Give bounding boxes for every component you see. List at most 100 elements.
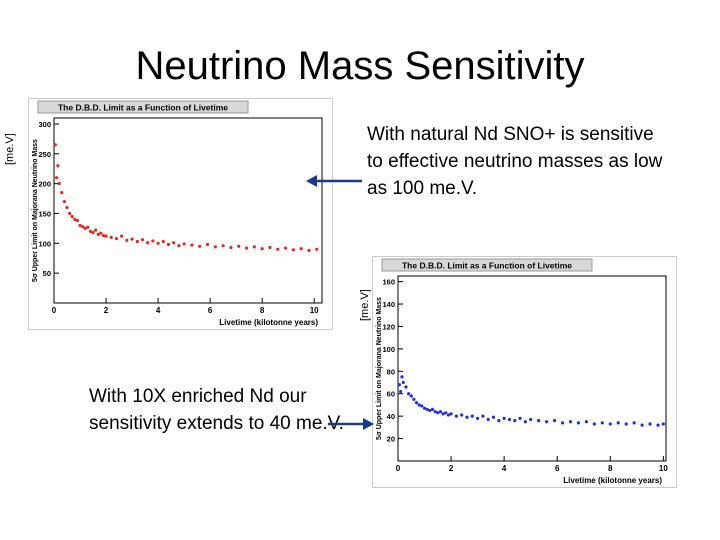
data-point xyxy=(268,245,272,250)
data-point xyxy=(151,239,155,243)
data-point xyxy=(422,406,427,410)
arrow-right-icon xyxy=(328,418,374,430)
data-point xyxy=(96,232,100,236)
data-point xyxy=(260,247,264,251)
data-point xyxy=(412,397,416,401)
data-point xyxy=(420,404,424,408)
y-tick-label: 60 xyxy=(387,390,395,399)
y-tick-label: 160 xyxy=(382,278,395,287)
data-point xyxy=(60,190,64,195)
data-point xyxy=(481,414,485,418)
data-point xyxy=(438,410,443,414)
data-point xyxy=(470,414,474,418)
data-point xyxy=(109,235,113,239)
data-point xyxy=(497,419,501,423)
data-point xyxy=(315,247,319,251)
data-point xyxy=(476,416,480,420)
data-point xyxy=(436,411,440,415)
data-point xyxy=(166,242,171,247)
data-point xyxy=(88,229,93,233)
data-point xyxy=(70,214,74,219)
scatter-plot-natural: The D.B.D. Limit as a Function of Liveti… xyxy=(28,98,333,330)
data-point xyxy=(229,245,233,250)
data-point xyxy=(648,422,652,426)
data-point xyxy=(584,420,588,424)
data-point xyxy=(518,416,522,420)
data-point xyxy=(608,422,612,426)
data-point xyxy=(91,230,95,235)
data-point xyxy=(104,234,108,238)
y-tick-label: 120 xyxy=(382,322,395,331)
data-point xyxy=(537,419,541,423)
x-tick-label: 10 xyxy=(659,464,668,473)
data-point xyxy=(407,392,411,396)
data-point xyxy=(299,247,303,251)
data-point xyxy=(544,420,549,424)
plot-area xyxy=(53,117,323,304)
data-point xyxy=(83,226,87,231)
x-axis-label: Livetime (kilotonne years) xyxy=(563,476,662,485)
data-point xyxy=(146,241,150,245)
data-point xyxy=(428,408,432,413)
data-point xyxy=(640,423,644,427)
y-tick-label: 150 xyxy=(38,209,51,218)
x-tick-label: 2 xyxy=(449,464,454,473)
data-point xyxy=(244,246,249,250)
y-tick-label: 20 xyxy=(387,435,395,444)
data-point xyxy=(592,422,596,426)
y-tick-label: 250 xyxy=(38,150,51,159)
data-point xyxy=(624,422,628,426)
data-point xyxy=(661,422,665,426)
data-point xyxy=(513,419,517,423)
data-point xyxy=(433,410,437,414)
data-point xyxy=(53,143,57,147)
data-point xyxy=(417,403,421,407)
data-point xyxy=(401,380,405,385)
x-tick-label: 0 xyxy=(396,464,401,473)
x-tick-label: 6 xyxy=(555,464,560,473)
data-point xyxy=(86,225,90,229)
data-point xyxy=(276,247,280,251)
x-tick-label: 10 xyxy=(310,306,319,315)
chart-title-box xyxy=(37,100,249,114)
data-point xyxy=(399,389,403,394)
data-point xyxy=(465,415,469,419)
arrow-left-icon xyxy=(306,175,362,187)
y-axis-label: 5σ Upper Limit on Majorana Neutrino Mass xyxy=(376,297,383,440)
data-point xyxy=(120,234,124,238)
data-point xyxy=(213,245,217,249)
plot-area xyxy=(397,275,667,462)
data-point xyxy=(221,244,225,248)
data-point xyxy=(491,415,496,419)
y-tick-label: 100 xyxy=(382,345,395,354)
data-point xyxy=(600,421,604,425)
data-point xyxy=(62,199,67,204)
data-point xyxy=(291,248,295,252)
data-point xyxy=(507,417,512,422)
x-tick-label: 6 xyxy=(208,306,213,315)
y-tick-label: 40 xyxy=(387,412,395,421)
data-point xyxy=(460,413,464,417)
y-tick-label: 100 xyxy=(38,239,51,248)
data-point xyxy=(400,375,404,379)
data-point xyxy=(523,420,527,424)
data-point xyxy=(656,423,660,427)
data-point xyxy=(444,411,448,415)
data-point xyxy=(198,244,202,248)
data-point xyxy=(55,176,59,180)
x-tick-label: 8 xyxy=(260,306,265,315)
data-point xyxy=(205,242,210,247)
slide-title: Neutrino Mass Sensitivity xyxy=(135,44,585,88)
data-point xyxy=(182,242,186,246)
data-point xyxy=(140,238,145,242)
data-point xyxy=(529,417,533,422)
data-point xyxy=(576,421,581,425)
data-point xyxy=(56,164,60,168)
data-point xyxy=(99,231,103,235)
x-tick-label: 2 xyxy=(104,306,109,315)
x-axis-label: Livetime (kilotonne years) xyxy=(219,318,318,327)
y-axis-label: 5σ Upper Limit on Majorana Neutrino Mass xyxy=(32,139,39,282)
y-unit-label-bottom: [me.V] xyxy=(359,289,371,321)
data-point xyxy=(57,182,61,186)
data-point xyxy=(552,419,557,423)
